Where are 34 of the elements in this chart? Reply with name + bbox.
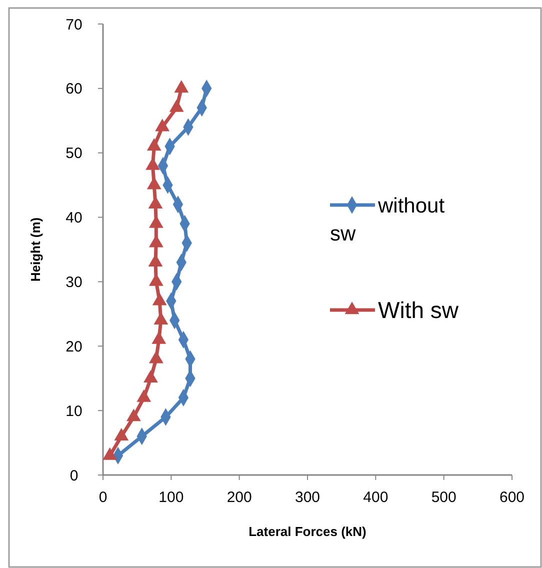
y-axis-title: Height (m) [28,217,43,282]
y-tick-label: 10 [66,402,82,420]
x-tick-label: 100 [158,489,184,506]
point [126,408,141,422]
point [144,370,158,383]
legend-label: With sw [378,297,459,324]
x-tick-label: 0 [98,489,108,506]
y-tick-label: 60 [66,80,82,98]
point [146,176,162,190]
point [154,312,168,325]
x-tick-label: 300 [294,489,320,506]
point [146,138,162,151]
y-tick-label: 40 [66,210,82,227]
point [102,447,118,460]
point [169,99,184,112]
y-tick-label: 30 [66,274,82,291]
point [174,80,189,93]
point [152,331,166,344]
y-tick-label: 50 [66,145,82,162]
point [148,350,164,364]
y-tick-label: 0 [70,467,78,484]
point [136,389,152,402]
legend-label: without sw [330,194,445,246]
x-tick-label: 600 [499,489,525,506]
point [152,292,167,306]
point [148,196,163,209]
x-tick-label: 200 [226,489,252,506]
x-tick-label: 500 [431,489,456,506]
x-tick-label: 400 [363,489,388,506]
y-tick-label: 70 [66,16,82,34]
point [155,118,170,132]
y-tick-label: 20 [66,338,82,356]
x-axis-title: Lateral Forces (kN) [248,524,366,539]
point [114,428,129,441]
